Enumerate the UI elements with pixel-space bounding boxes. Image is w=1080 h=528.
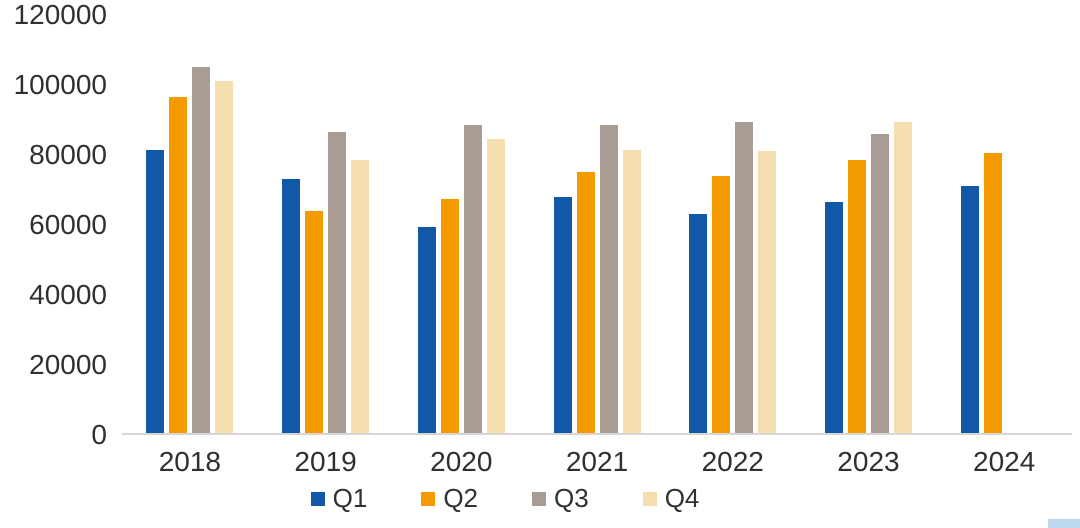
bar-q2-2020 [440, 198, 459, 433]
bar-q4-2018 [215, 81, 234, 433]
bar-group-2022 [665, 15, 801, 433]
y-tick-label-0: 0 [91, 419, 107, 450]
y-axis: 0 20000 40000 60000 80000 100000 120000 [0, 0, 107, 528]
bar-q1-2022 [689, 214, 708, 433]
bar-group-2020 [393, 15, 529, 433]
bar-group-2018 [122, 15, 258, 433]
legend-label-q3: Q3 [554, 483, 589, 513]
bar-group-2023 [801, 15, 937, 433]
legend-label-q4: Q4 [664, 483, 700, 513]
bar-slot [282, 15, 301, 433]
y-tick-label-120000: 120000 [13, 0, 107, 30]
bar-slot [463, 15, 482, 433]
legend-label-q1: Q1 [332, 483, 368, 513]
y-tick-label-100000: 100000 [13, 69, 107, 100]
bar-q3-2020 [463, 125, 482, 433]
bar-slot [983, 15, 1002, 433]
legend-swatch-q3 [532, 491, 546, 506]
legend-swatch-q4 [642, 491, 657, 506]
bar-q3-2022 [735, 121, 754, 433]
legend-item-q1: Q1 [310, 483, 368, 514]
x-label-2024: 2024 [973, 446, 1036, 477]
bar-group-2024 [936, 15, 1072, 433]
bar-slot [215, 15, 234, 433]
bar-slot [735, 15, 754, 433]
bar-slot [305, 15, 324, 433]
x-label-2018: 2018 [158, 446, 221, 477]
bar-q1-2021 [553, 196, 572, 433]
bar-q4-2019 [351, 160, 370, 433]
bar-q3-2019 [328, 132, 347, 433]
bar-slot [870, 15, 889, 433]
y-tick-label-80000: 80000 [29, 139, 107, 170]
bar-q1-2023 [824, 202, 843, 433]
corner-artifact [1048, 519, 1080, 528]
bar-slot [758, 15, 777, 433]
bar-group-2019 [258, 15, 394, 433]
bar-slot [1007, 15, 1025, 433]
bar-q1-2024 [960, 186, 979, 433]
legend-item-q3: Q3 [532, 483, 589, 514]
legend-swatch-q2 [421, 491, 436, 506]
bar-q3-2018 [192, 67, 211, 433]
bar-q3-2023 [870, 133, 889, 433]
bar-q2-2024 [983, 153, 1002, 433]
legend-swatch-q1 [310, 491, 325, 506]
bar-slot [192, 15, 211, 433]
bar-slot [486, 15, 505, 433]
legend-label-q2: Q2 [443, 483, 478, 513]
bar-group-2021 [529, 15, 665, 433]
x-label-2021: 2021 [565, 446, 629, 477]
bar-slot [146, 15, 165, 433]
bar-slot [712, 15, 731, 433]
bar-q2-2018 [169, 97, 188, 433]
bar-slot [622, 15, 641, 433]
bar-slot [824, 15, 843, 433]
legend: Q1 Q2 Q3 Q4 [0, 483, 1080, 514]
bar-slot [599, 15, 618, 433]
bar-q4-2021 [622, 149, 641, 433]
y-tick-label-40000: 40000 [29, 279, 107, 310]
bar-slot [328, 15, 347, 433]
x-axis-labels: 2018 2019 2020 2021 2022 2023 2024 [122, 445, 1072, 479]
bar-q1-2019 [282, 179, 301, 433]
bar-slot [847, 15, 866, 433]
bar-slot [893, 15, 912, 433]
bar-slot [689, 15, 708, 433]
bar-q3-2021 [599, 125, 618, 433]
bar-slot [553, 15, 572, 433]
bar-slot [440, 15, 459, 433]
bar-q2-2019 [305, 210, 324, 433]
plot-area [122, 15, 1072, 435]
x-label-2019: 2019 [294, 446, 357, 477]
x-label-2020: 2020 [430, 446, 493, 477]
x-label-2023: 2023 [837, 446, 900, 477]
y-tick-label-60000: 60000 [29, 209, 107, 240]
bar-slot [351, 15, 370, 433]
bar-q1-2018 [146, 149, 165, 433]
bar-slot [417, 15, 436, 433]
bar-q4-2022 [758, 151, 777, 433]
bar-q2-2023 [847, 160, 866, 433]
legend-item-q2: Q2 [421, 483, 478, 514]
bar-groups [122, 15, 1072, 433]
bar-q2-2022 [712, 175, 731, 433]
bar-q1-2020 [417, 226, 436, 433]
bar-q4-2023 [893, 121, 912, 433]
x-label-2022: 2022 [701, 446, 764, 477]
bar-slot [576, 15, 595, 433]
y-tick-label-20000: 20000 [29, 349, 107, 380]
legend-item-q4: Q4 [642, 483, 700, 514]
bar-q2-2021 [576, 172, 595, 433]
bar-slot [1030, 15, 1048, 433]
bar-q4-2020 [486, 139, 505, 433]
bar-slot [960, 15, 979, 433]
bar-slot [169, 15, 188, 433]
